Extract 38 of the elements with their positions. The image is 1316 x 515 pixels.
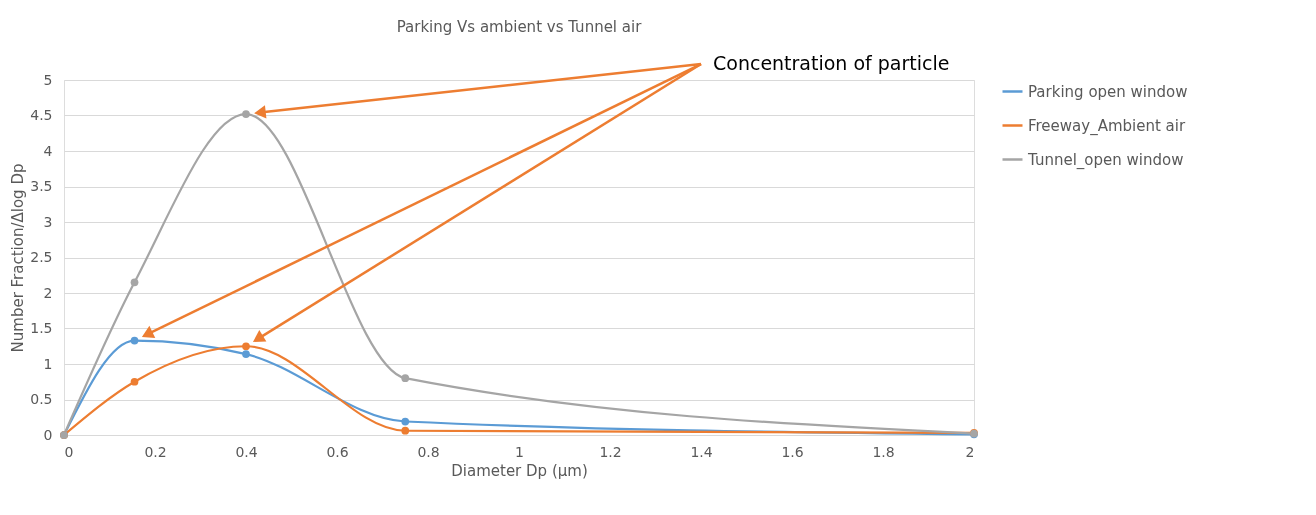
point xyxy=(242,342,250,351)
x-tick-label: 1.2 xyxy=(599,443,622,460)
y-tick-label: 1 xyxy=(43,355,53,372)
point xyxy=(130,336,139,345)
y-tick-label: 2.5 xyxy=(30,249,53,265)
x-tick-label: 1.8 xyxy=(872,443,895,460)
legend-label: Freeway_Ambient air xyxy=(1028,116,1186,136)
point xyxy=(401,417,410,426)
legend-label: Tunnel_open window xyxy=(1027,150,1184,170)
x-tick-label: 1.6 xyxy=(781,443,804,460)
point xyxy=(242,350,250,358)
y-tick-label: 1.5 xyxy=(30,320,53,336)
x-tick-label: 0.4 xyxy=(235,443,258,460)
y-tick-label: 0 xyxy=(43,426,53,443)
x-tick-label: 0.6 xyxy=(326,443,349,460)
point xyxy=(130,377,139,386)
y-tick-label: 3 xyxy=(43,213,53,230)
y-tick-label: 2 xyxy=(43,284,53,301)
y-tick-label: 4 xyxy=(43,142,53,159)
x-tick-label: 0.2 xyxy=(144,443,167,460)
text: Concentration of particle xyxy=(713,52,950,75)
y-tick-label: 0.5 xyxy=(30,391,53,407)
y-tick-label: 5 xyxy=(43,71,53,88)
y-axis-title: Number Fraction/Δlog Dp xyxy=(9,163,28,353)
x-tick-label: 0 xyxy=(64,443,74,460)
x-tick-label: 1.4 xyxy=(690,443,713,460)
y-tick-label: 4.5 xyxy=(30,107,53,123)
point xyxy=(130,278,139,287)
x-tick-label: 0.8 xyxy=(417,443,440,460)
legend-label: Parking open window xyxy=(1028,82,1188,101)
point xyxy=(242,110,250,118)
point xyxy=(401,426,410,435)
x-tick-label: 1 xyxy=(515,443,524,460)
x-tick-label: 2 xyxy=(965,443,975,460)
y-tick-label: 3.5 xyxy=(30,178,53,194)
chart-title: Parking Vs ambient vs Tunnel air xyxy=(396,18,643,37)
x-axis-title: Diameter Dp (µm) xyxy=(451,461,588,480)
point xyxy=(401,374,410,383)
